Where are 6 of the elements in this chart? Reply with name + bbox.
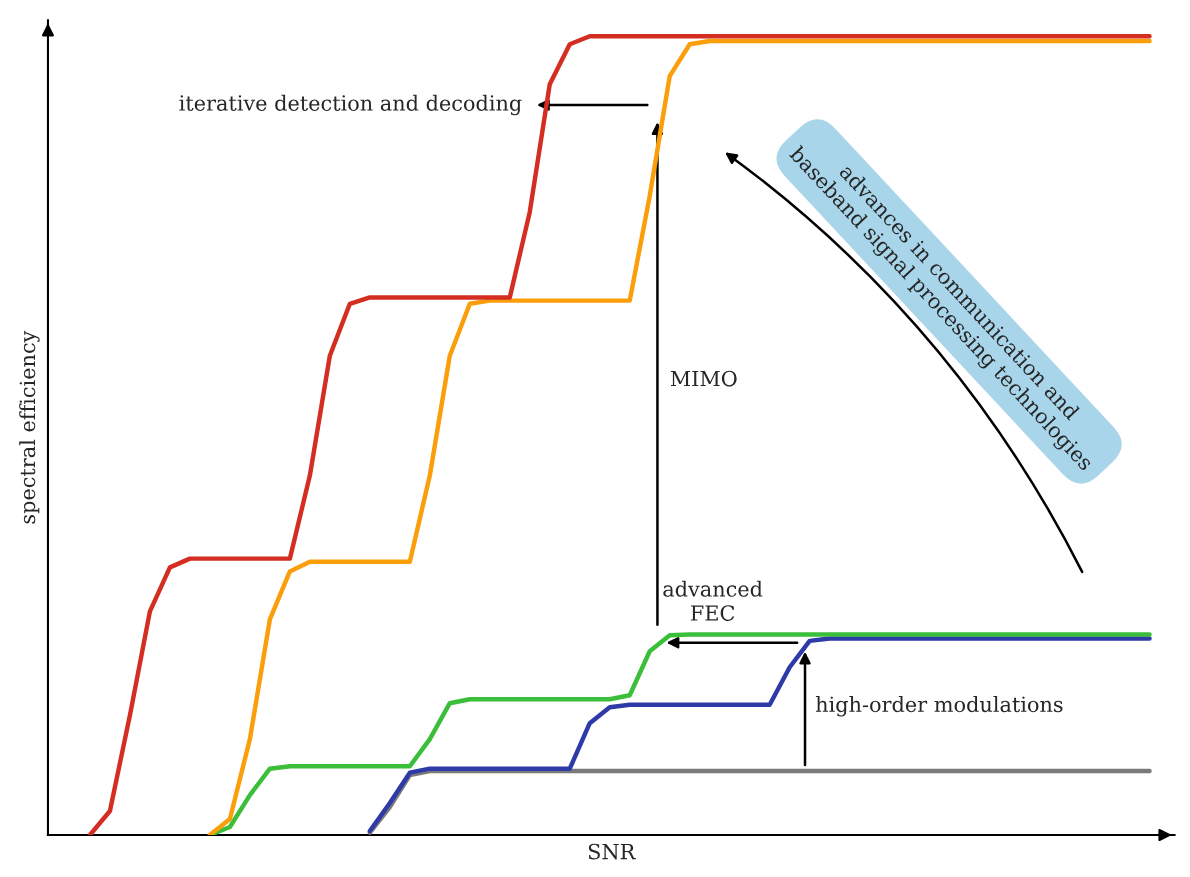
x-axis-title: SNR	[588, 843, 636, 860]
annotation: iterative detection and decoding	[179, 94, 522, 116]
annotation: advanced FEC	[663, 580, 763, 621]
y-axis-title: spectral efficiency	[19, 330, 40, 524]
annotation: MIMO	[670, 370, 737, 387]
annotation: high-order modulations	[815, 696, 1063, 717]
